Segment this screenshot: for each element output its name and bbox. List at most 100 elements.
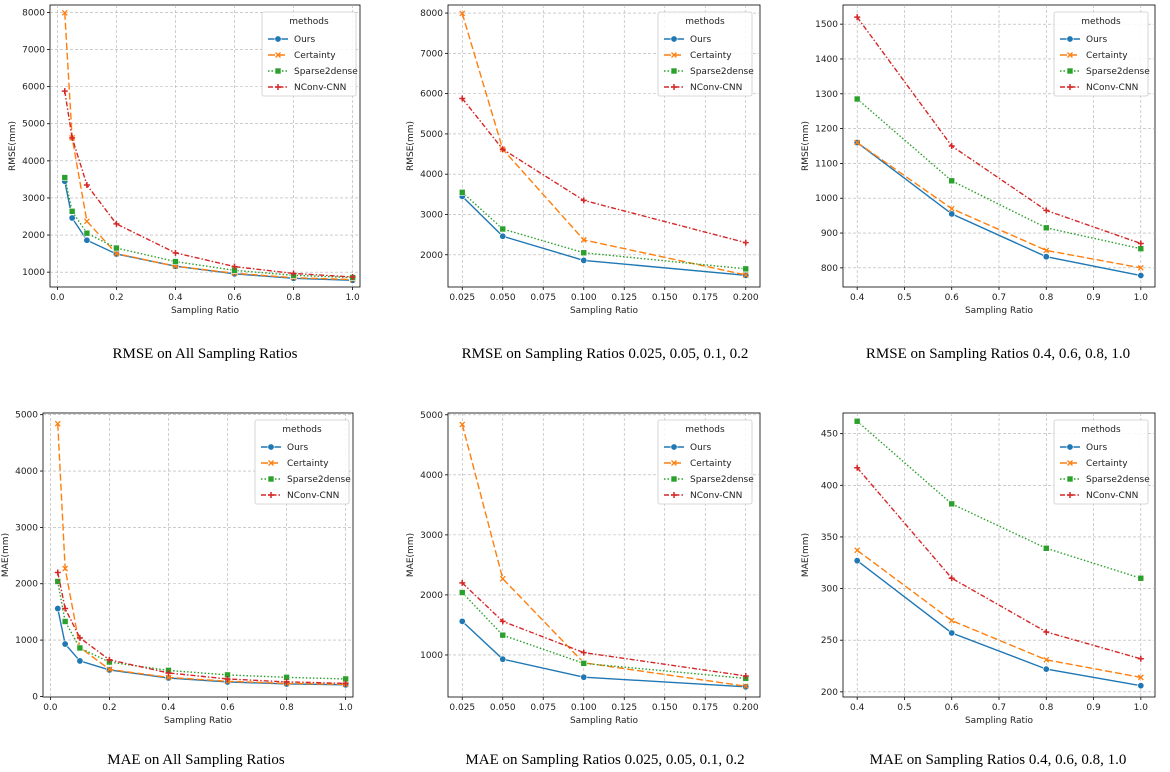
data-point-sparse2dense — [61, 618, 69, 625]
chart-panel-5: 0.025 0.050 0.075 0.100 0.125 0.150 0.175 0.200… — [406, 411, 761, 768]
data-point-nconv-cnn — [580, 649, 587, 656]
data-point-ours — [499, 655, 507, 663]
x-tick-label: 0.175 — [692, 293, 718, 303]
legend-marker-ours — [267, 443, 275, 451]
data-point-nconv-cnn — [1137, 240, 1144, 247]
y-tick-label: 1000 — [22, 268, 45, 278]
legend-marker-certainty — [1067, 460, 1073, 466]
series-line-certainty — [856, 141, 1141, 269]
chart-panel-2: 0.025 0.050 0.075 0.100 0.125 0.150 0.175 0.200… — [406, 4, 761, 362]
data-point-certainty — [459, 10, 466, 17]
series-line-sparse2dense — [461, 592, 746, 680]
legend-marker-certainty — [275, 52, 281, 58]
data-point-certainty — [742, 271, 749, 278]
legend-label-certainty: Certainty — [287, 459, 329, 469]
y-tick-label: 1500 — [815, 20, 838, 30]
legend-marker-sparse2dense — [670, 475, 678, 483]
series-line-nconv-cnn — [64, 90, 353, 278]
data-point-ours — [853, 557, 861, 565]
data-point-sparse2dense — [54, 578, 62, 585]
y-tick-label: 1000 — [15, 636, 38, 646]
legend-marker-certainty — [671, 52, 677, 58]
x-tick-label: 0.150 — [652, 293, 678, 303]
data-point-ours — [580, 673, 588, 681]
data-point-nconv-cnn — [499, 146, 506, 153]
legend-box — [657, 419, 753, 505]
y-tick-label: 7000 — [22, 46, 45, 56]
data-point-certainty — [948, 205, 955, 212]
data-point-ours — [1042, 253, 1050, 261]
y-tick-label: 0 — [32, 692, 38, 702]
data-point-nconv-cnn — [113, 220, 120, 227]
legend-title: methods — [289, 17, 329, 27]
data-point-sparse2dense — [499, 225, 507, 233]
data-point-nconv-cnn — [283, 678, 290, 685]
x-tick-label: 0.025 — [449, 703, 475, 713]
legend-label-nconv-cnn: NConv-CNN — [294, 83, 346, 93]
data-point-sparse2dense — [853, 95, 861, 103]
data-point-ours — [1137, 682, 1145, 690]
data-point-sparse2dense — [76, 644, 84, 652]
data-point-nconv-cnn — [580, 197, 587, 204]
data-point-certainty — [165, 674, 172, 681]
x-tick-label: 0.175 — [692, 703, 718, 713]
y-tick-label: 1400 — [815, 55, 838, 65]
data-point-certainty — [580, 236, 587, 243]
data-point-sparse2dense — [742, 265, 750, 273]
x-tick-label: 0.125 — [611, 703, 637, 713]
legend-title: methods — [685, 425, 725, 435]
legend-label-sparse2dense: Sparse2dense — [1086, 475, 1150, 485]
x-axis-label: Sampling Ratio — [164, 716, 233, 726]
chart-caption: MAE on Sampling Ratios 0.4, 0.6, 0.8, 1.… — [870, 752, 1127, 768]
data-point-ours — [54, 605, 62, 613]
y-tick-label: 300 — [821, 585, 838, 595]
data-point-sparse2dense — [458, 589, 466, 596]
y-tick-label: 7000 — [420, 49, 443, 59]
series-line-ours — [856, 560, 1141, 687]
data-point-ours — [61, 640, 69, 648]
y-axis-label: MAE(mm) — [406, 533, 416, 577]
x-tick-label: 0.6 — [227, 293, 242, 303]
y-tick-label: 250 — [821, 636, 838, 646]
x-tick-label: 0.100 — [571, 293, 597, 303]
data-point-sparse2dense — [948, 177, 956, 185]
x-axis-label: Sampling Ratio — [570, 306, 639, 316]
data-point-sparse2dense — [948, 500, 956, 508]
data-point-nconv-cnn — [224, 675, 231, 682]
legend-marker-certainty — [1067, 52, 1073, 58]
data-point-sparse2dense — [83, 229, 91, 237]
legend-marker-nconv-cnn — [275, 84, 281, 90]
legend-label-sparse2dense: Sparse2dense — [1086, 67, 1150, 77]
data-point-nconv-cnn — [854, 14, 861, 21]
y-tick-label: 800 — [821, 264, 838, 274]
y-axis-label: RMSE(mm) — [801, 121, 811, 171]
y-tick-label: 2000 — [420, 251, 443, 261]
legend-label-certainty: Certainty — [690, 459, 732, 469]
legend-label-certainty: Certainty — [294, 51, 336, 61]
y-tick-label: 8000 — [420, 9, 443, 19]
legend: methods Ours Certainty Sparse2dense NConv-CN… — [1053, 419, 1150, 505]
y-tick-label: 900 — [821, 229, 838, 239]
data-point-nconv-cnn — [1043, 628, 1050, 635]
y-axis-label: MAE(mm) — [801, 533, 811, 577]
x-tick-label: 0.150 — [652, 703, 678, 713]
y-tick-label: 5000 — [22, 120, 45, 130]
chart-panel-4: 0.0 0.2 0.4 0.6 0.8 1.0 0 1000 2000 3000 4000 5000 S… — [1, 411, 354, 768]
x-axis-label: Sampling Ratio — [965, 306, 1034, 316]
legend-marker-sparse2dense — [1066, 475, 1074, 483]
legend-marker-nconv-cnn — [671, 84, 677, 90]
x-axis-label: Sampling Ratio — [965, 716, 1034, 726]
x-tick-label: 0.9 — [1086, 703, 1101, 713]
y-tick-label: 4000 — [420, 170, 443, 180]
series-line-sparse2dense — [64, 177, 353, 279]
legend-box — [254, 419, 350, 505]
y-tick-label: 3000 — [420, 210, 443, 220]
legend-label-ours: Ours — [287, 443, 308, 453]
data-point-sparse2dense — [580, 249, 588, 257]
chart-panel-1: 0.0 0.2 0.4 0.6 0.8 1.0 1000 2000 3000 4000 5000 60… — [8, 4, 361, 362]
data-point-ours — [580, 256, 588, 264]
data-point-sparse2dense — [172, 258, 179, 265]
legend: methods Ours Certainty Sparse2dense NConv-CN… — [261, 11, 358, 97]
data-point-nconv-cnn — [231, 263, 238, 270]
